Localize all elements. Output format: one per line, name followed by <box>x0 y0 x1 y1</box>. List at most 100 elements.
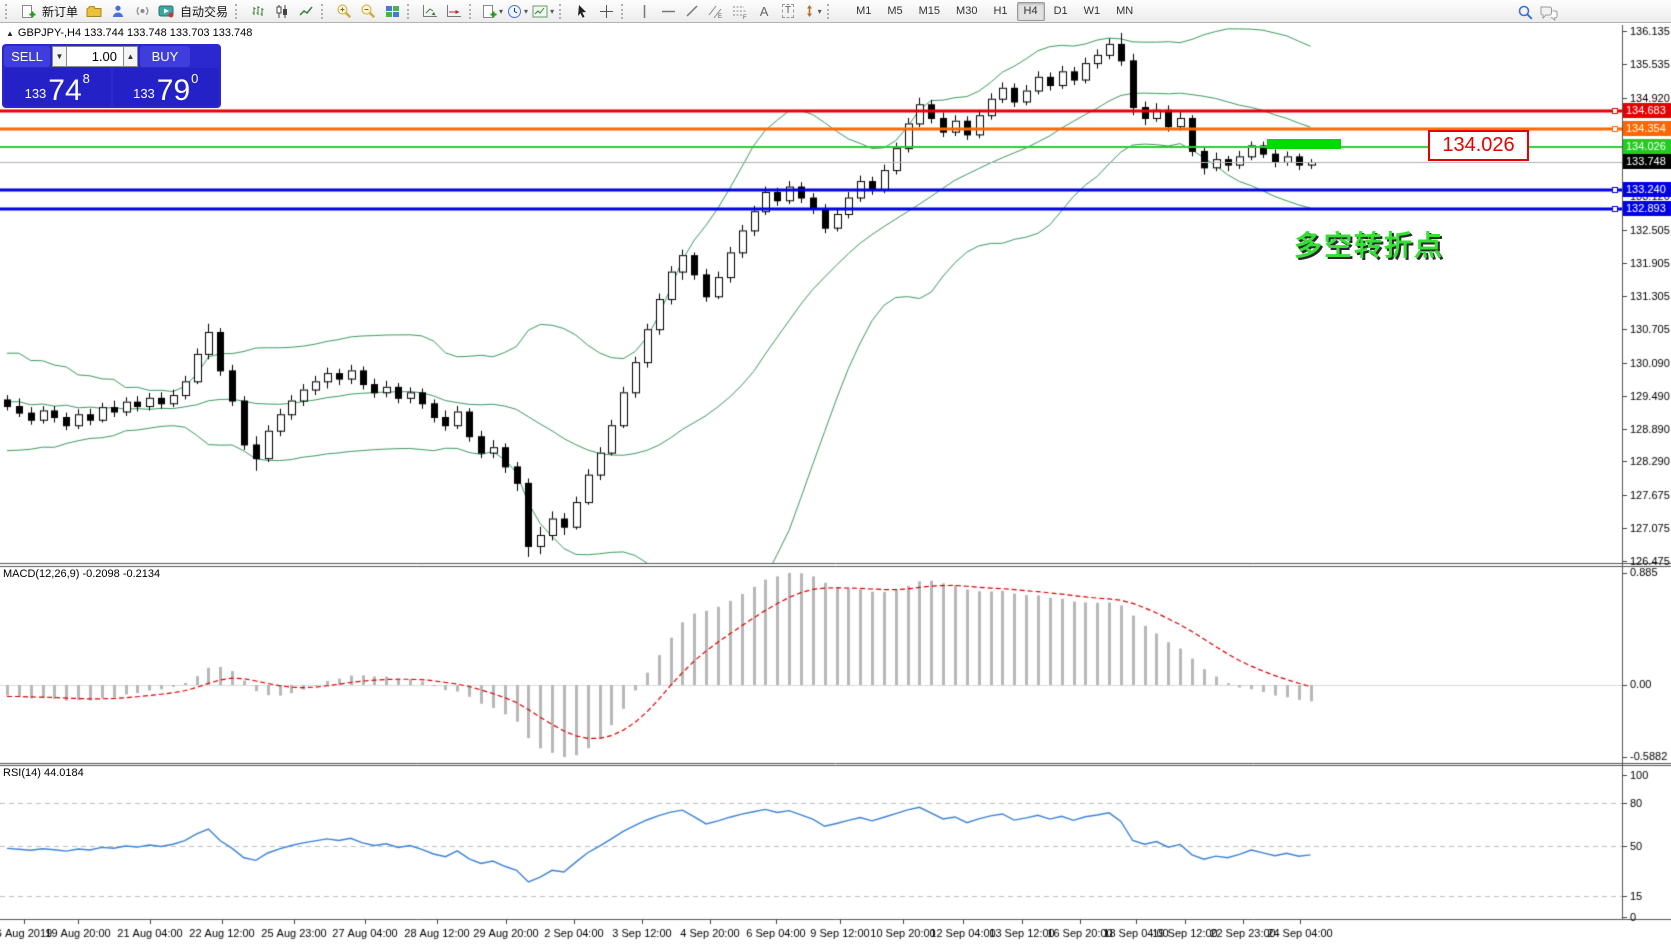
rsi-indicator-label: RSI(14) 44.0184 <box>3 767 84 779</box>
one-click-trading-panel: SELL ▼ 1.00 ▲ BUY 133 74 8 133 79 0 <box>2 44 221 108</box>
new-order-icon <box>21 4 35 18</box>
arrows-tool-button[interactable] <box>801 1 823 22</box>
macd-indicator-label: MACD(12,26,9) -0.2098 -0.2134 <box>3 568 161 580</box>
search-icon <box>1518 5 1533 20</box>
indicators-button[interactable] <box>481 1 504 22</box>
timeframe-group: M1 M5 M15 M30 H1 H4 D1 W1 MN <box>848 1 1141 21</box>
equidistant-channel-icon: E <box>708 5 722 19</box>
symbol-triangle-icon: ▲ <box>6 29 14 38</box>
crosshair-icon <box>599 4 613 18</box>
tile-windows-icon <box>385 5 399 17</box>
crosshair-tool-button[interactable] <box>595 1 617 22</box>
signals-button[interactable] <box>131 1 153 22</box>
search-button[interactable] <box>1514 2 1536 23</box>
autotrading-button[interactable] <box>155 1 177 22</box>
market-button[interactable] <box>107 1 129 22</box>
new-order-label[interactable]: 新订单 <box>42 4 79 19</box>
trendline-icon <box>686 5 698 17</box>
turning-point-annotation: 多空转折点 <box>1294 230 1445 261</box>
text-label-icon: T <box>782 4 795 18</box>
chart-shift-icon <box>447 5 462 17</box>
sell-price[interactable]: 133 74 8 <box>4 68 111 106</box>
buy-price[interactable]: 133 79 0 <box>112 68 219 107</box>
channel-tool-button[interactable]: E <box>705 1 727 22</box>
toolbar-grip <box>5 3 11 19</box>
text-tool-icon: A <box>759 3 769 19</box>
buy-price-point: 0 <box>191 71 199 86</box>
toolbar-grip <box>407 3 413 19</box>
timeframe-button-MN[interactable]: MN <box>1116 5 1134 17</box>
vertical-line-tool-button[interactable] <box>633 1 655 22</box>
timeframe-button-D1[interactable]: D1 <box>1053 5 1068 17</box>
sell-price-pips: 74 <box>48 74 82 107</box>
fibonacci-tool-button[interactable]: F <box>729 1 751 22</box>
candlestick-chart-button[interactable] <box>271 1 293 22</box>
volume-increase-button[interactable]: ▲ <box>123 46 138 67</box>
candlestick-chart-icon <box>276 4 287 18</box>
timeframe-button-H1[interactable]: H1 <box>993 5 1008 17</box>
fibonacci-icon: F <box>733 6 748 19</box>
horizontal-line-tool-button[interactable] <box>657 1 679 22</box>
tile-windows-button[interactable] <box>381 1 403 22</box>
timeframe-button-M30[interactable]: M30 <box>956 5 978 17</box>
auto-scroll-button[interactable] <box>419 1 441 22</box>
autotrading-label[interactable]: 自动交易 <box>180 4 229 19</box>
support-zone-rectangle <box>1267 139 1341 149</box>
cursor-tool-button[interactable] <box>571 1 593 22</box>
timeframe-button-M1[interactable]: M1 <box>856 5 872 17</box>
periods-button[interactable] <box>506 1 529 22</box>
chevron-down-icon: ▼ <box>55 52 64 61</box>
market-icon <box>113 5 124 17</box>
line-chart-icon <box>299 6 313 16</box>
indicators-icon <box>483 4 497 18</box>
new-order-button[interactable] <box>17 1 39 22</box>
templates-button[interactable] <box>531 1 555 22</box>
sell-price-base: 133 <box>24 86 47 101</box>
bar-chart-button[interactable] <box>247 1 269 22</box>
bar-chart-icon <box>252 5 264 16</box>
buy-price-base: 133 <box>133 86 155 101</box>
timeframe-button-H4[interactable]: H4 <box>1016 1 1045 21</box>
trendline-tool-button[interactable] <box>681 1 703 22</box>
line-chart-button[interactable] <box>295 1 317 22</box>
zoom-in-button[interactable] <box>333 1 355 22</box>
clock-icon <box>508 4 522 18</box>
timeframe-button-W1[interactable]: W1 <box>1083 5 1101 17</box>
volume-input[interactable]: 1.00 <box>67 46 123 67</box>
timeframe-button-M5[interactable]: M5 <box>887 5 903 17</box>
toolbar-grip <box>235 3 241 19</box>
cursor-icon <box>578 4 587 18</box>
chart-shift-button[interactable] <box>443 1 465 22</box>
sell-price-point: 8 <box>82 71 90 86</box>
chevron-up-icon: ▲ <box>126 52 135 61</box>
zoom-out-icon <box>361 4 376 19</box>
chart-title: ▲ GBPJPY-,H4 133.744 133.748 133.703 133.… <box>6 27 252 39</box>
toolbar-grip <box>321 3 327 19</box>
svg-text:E: E <box>718 14 722 19</box>
chat-icon <box>1540 6 1558 21</box>
buy-price-pips: 79 <box>156 74 191 107</box>
buy-button[interactable]: BUY <box>140 46 190 67</box>
zoom-out-button[interactable] <box>357 1 379 22</box>
template-chart-icon <box>532 5 548 17</box>
volume-decrease-button[interactable]: ▼ <box>52 46 67 67</box>
zoom-in-icon <box>337 4 352 19</box>
toolbar-grip <box>827 3 833 19</box>
profiles-icon <box>86 5 102 17</box>
toolbar-right-group <box>1513 2 1561 23</box>
text-label-tool-button[interactable]: T <box>777 1 799 22</box>
profiles-button[interactable] <box>83 1 105 22</box>
autotrading-icon <box>158 5 174 18</box>
chat-button[interactable] <box>1538 2 1560 23</box>
text-tool-button[interactable]: A <box>753 1 775 22</box>
arrows-icon <box>806 5 812 17</box>
timeframe-button-M15[interactable]: M15 <box>918 5 941 17</box>
horizontal-line-icon <box>661 10 675 12</box>
svg-text:F: F <box>743 15 747 19</box>
price-note-box: 134.026 <box>1428 130 1529 161</box>
toolbar-grip <box>469 3 475 19</box>
sell-button[interactable]: SELL <box>4 46 50 67</box>
signals-icon <box>136 6 148 16</box>
